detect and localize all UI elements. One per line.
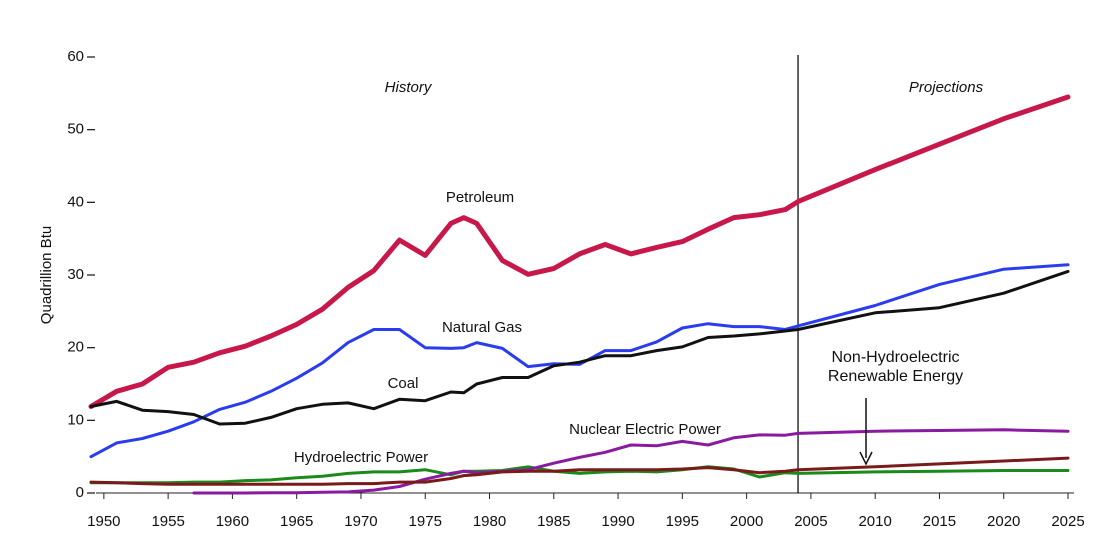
series-label: Hydroelectric Power	[294, 449, 428, 466]
x-tick-label: 2025	[1051, 513, 1084, 530]
label-arrowhead	[859, 451, 873, 466]
x-tick-label: 1950	[87, 513, 120, 530]
x-tick-label: 1965	[280, 513, 313, 530]
x-tick-label: 1955	[151, 513, 184, 530]
y-axis-label: Quadrillion Btu	[38, 226, 55, 324]
x-tick-label: 1980	[473, 513, 506, 530]
x-tick-label: 1995	[666, 513, 699, 530]
y-tick-label: 10	[67, 411, 84, 428]
x-tick-label: 1960	[216, 513, 249, 530]
x-tick-label: 2010	[858, 513, 891, 530]
series-label: Coal	[388, 375, 419, 392]
y-tick-label: 50	[67, 121, 84, 138]
x-tick-label: 2005	[794, 513, 827, 530]
series-line	[192, 428, 1070, 495]
series-line	[89, 456, 1070, 486]
x-tick-label: 2020	[987, 513, 1020, 530]
series-line	[89, 269, 1070, 426]
y-tick-label: 30	[67, 266, 84, 283]
series-line	[89, 263, 1070, 459]
series-label: Non-Hydroelectric Renewable Energy	[827, 349, 964, 385]
series-label: Natural Gas	[442, 319, 522, 336]
annotation: Projections	[909, 79, 984, 96]
x-tick-label: 1985	[537, 513, 570, 530]
x-tick-label: 2015	[923, 513, 956, 530]
y-tick-label: 0	[76, 484, 84, 501]
series-line	[88, 94, 1071, 409]
y-tick-label: 20	[67, 339, 84, 356]
x-tick-label: 1970	[344, 513, 377, 530]
x-tick-label: 1990	[601, 513, 634, 530]
x-tick-label: 2000	[730, 513, 763, 530]
y-tick-label: 40	[67, 193, 84, 210]
series-label: Nuclear Electric Power	[569, 421, 721, 438]
y-tick-label: 60	[67, 48, 84, 65]
series-label: Petroleum	[446, 189, 514, 206]
x-tick-label: 1975	[409, 513, 442, 530]
annotation: History	[385, 79, 433, 96]
